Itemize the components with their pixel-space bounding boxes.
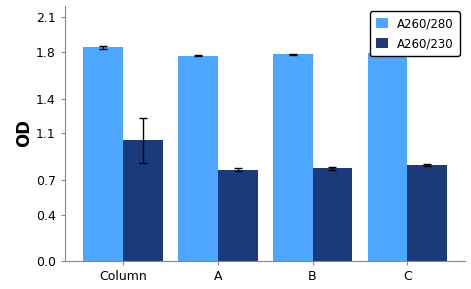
Bar (367, 53, 407, 262)
Bar (407, 165, 447, 262)
Legend: A260/280, A260/230: A260/280, A260/230 (370, 12, 460, 56)
Bar (273, 54, 313, 262)
Bar (83, 47, 123, 262)
Bar (313, 168, 352, 262)
Y-axis label: OD: OD (15, 119, 33, 147)
Bar (123, 140, 162, 262)
Bar (218, 170, 258, 262)
Bar (178, 55, 218, 262)
